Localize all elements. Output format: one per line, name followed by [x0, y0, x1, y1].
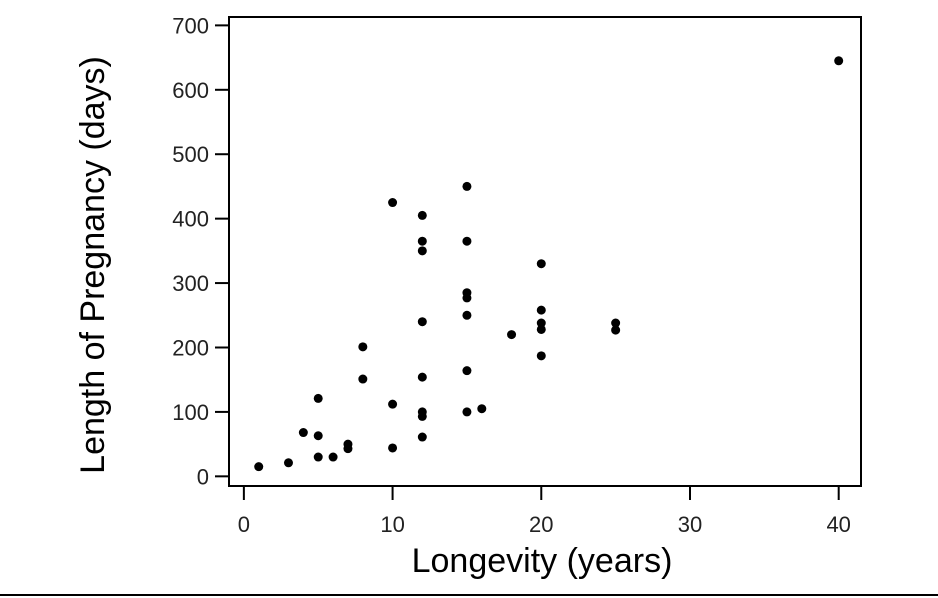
x-axis: 0 10 20 30 40 [238, 486, 851, 537]
data-point [611, 318, 621, 328]
data-point [343, 444, 353, 454]
x-tick-label: 40 [826, 512, 850, 537]
data-point [536, 305, 546, 315]
y-tick-label: 400 [172, 207, 209, 232]
data-point [313, 452, 323, 462]
data-point [417, 317, 427, 327]
data-point [536, 259, 546, 269]
data-point [462, 366, 472, 376]
y-tick-label: 0 [197, 464, 209, 489]
data-point [417, 210, 427, 220]
data-point [328, 452, 338, 462]
data-point [417, 246, 427, 256]
y-tick-label: 100 [172, 400, 209, 425]
x-tick-label: 20 [529, 512, 553, 537]
data-point [283, 458, 293, 468]
data-point [507, 330, 517, 340]
data-point [254, 462, 264, 472]
data-point [611, 325, 621, 335]
data-point [313, 393, 323, 403]
data-point [462, 310, 472, 320]
data-point [358, 374, 368, 384]
y-axis-title: Length of Pregnancy (days) [74, 56, 112, 474]
data-point [462, 181, 472, 191]
data-points [254, 56, 844, 472]
data-point [388, 443, 398, 453]
data-point [298, 428, 308, 438]
x-tick-label: 30 [678, 512, 702, 537]
data-point [358, 342, 368, 352]
data-point [834, 56, 844, 66]
plot-frame [228, 16, 862, 487]
y-axis: 0 100 200 300 400 500 600 700 [172, 13, 229, 489]
data-point [462, 407, 472, 417]
data-point [536, 351, 546, 361]
data-point [417, 372, 427, 382]
data-point [462, 293, 472, 303]
x-axis-title: Longevity (years) [412, 542, 673, 580]
y-tick-label: 300 [172, 271, 209, 296]
data-point [313, 431, 323, 441]
data-point [417, 236, 427, 246]
data-point [417, 411, 427, 421]
x-tick-label: 10 [380, 512, 404, 537]
y-tick-label: 700 [172, 13, 209, 38]
data-point [536, 324, 546, 334]
x-tick-label: 0 [238, 512, 250, 537]
y-tick-label: 500 [172, 142, 209, 167]
y-tick-label: 200 [172, 335, 209, 360]
data-point [477, 404, 487, 414]
data-point [417, 432, 427, 442]
y-tick-label: 600 [172, 78, 209, 103]
data-point [536, 318, 546, 328]
data-point [462, 236, 472, 246]
data-point [388, 399, 398, 409]
data-point [388, 198, 398, 208]
